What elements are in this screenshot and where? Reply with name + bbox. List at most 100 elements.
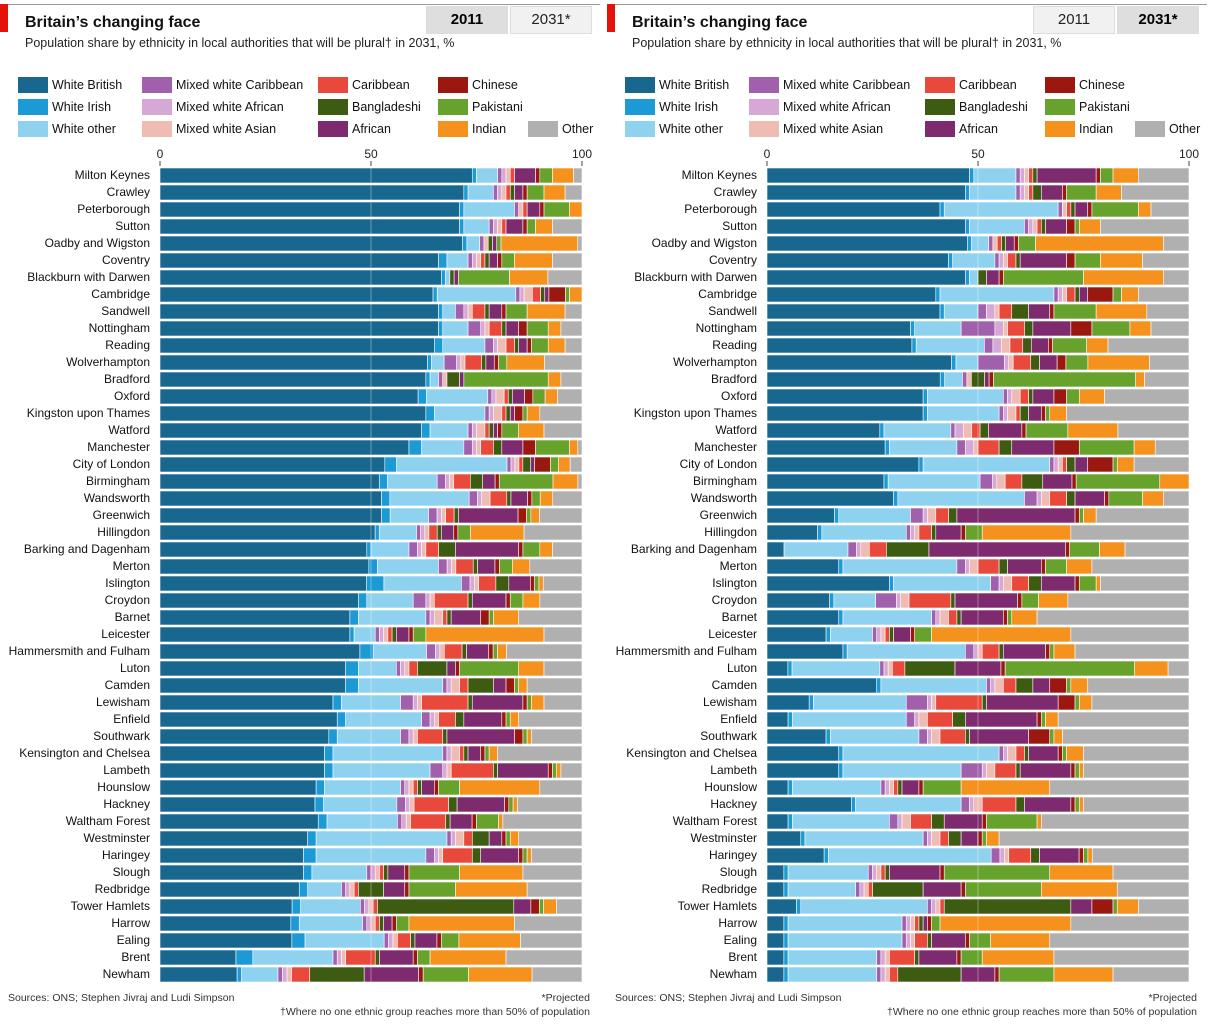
bar-segment-mwc — [442, 745, 448, 762]
bar-segment-mwas — [405, 813, 411, 830]
bar-segment-afr — [514, 184, 524, 201]
category-label: Haringey — [709, 848, 757, 862]
bar-segment-wo — [445, 269, 451, 286]
tab-2031[interactable]: 2031* — [510, 6, 592, 34]
bar-segment-chi — [404, 881, 410, 898]
bar-segment-wo — [389, 507, 429, 524]
bar-segment-ind — [500, 235, 579, 252]
bar-segment-pak — [1078, 507, 1084, 524]
bar-segment-pak — [526, 694, 532, 711]
bar-segment-ind — [1066, 558, 1093, 575]
bar-segment-car — [463, 830, 473, 847]
bar-segment-mwc — [438, 371, 444, 388]
bar-segment-mwaf — [1028, 218, 1034, 235]
bar-segment-ban — [1040, 218, 1046, 235]
bar-segment-mwaf — [914, 711, 920, 728]
bar-segment-wi — [969, 167, 975, 184]
bar-segment-mwaf — [488, 405, 494, 422]
bar-segment-car — [981, 643, 1000, 660]
bar-segment-ind — [1129, 320, 1152, 337]
bar-segment-afr — [514, 167, 536, 184]
legend-swatch-pak — [1045, 99, 1075, 115]
bar-segment-afr — [456, 796, 505, 813]
bar-segment-mwaf — [446, 677, 452, 694]
bar-segment-mwaf — [880, 966, 886, 983]
bar-segment-oth — [526, 881, 583, 898]
bar-segment-ban — [1028, 575, 1042, 592]
bar-segment-mwaf — [471, 252, 477, 269]
bar-segment-car — [442, 847, 473, 864]
bar-segment-ind — [1078, 388, 1105, 405]
bar-segment-wo — [828, 847, 992, 864]
bar-segment-wb — [159, 354, 428, 371]
bar-segment-wo — [792, 711, 907, 728]
bar-segment-ban — [904, 660, 956, 677]
bar-segment-wi — [307, 830, 317, 847]
bar-segment-afr — [1040, 575, 1076, 592]
bar-segment-mwc — [1003, 388, 1008, 405]
bar-segment-ban — [461, 643, 467, 660]
bar-segment-ind — [1138, 201, 1152, 218]
bar-segment-wo — [315, 830, 448, 847]
bar-segment-ind — [1053, 966, 1114, 983]
bar-segment-wo — [915, 337, 985, 354]
bar-segment-mwaf — [856, 541, 862, 558]
bar-segment-mwaf — [471, 439, 477, 456]
bar-segment-mwas — [439, 643, 445, 660]
bar-segment-ban — [981, 694, 987, 711]
bar-segment-car — [442, 609, 448, 626]
bar-segment-car — [981, 796, 1017, 813]
bar-segment-chi — [1070, 320, 1093, 337]
panel-2011: Britain’s changing face Population share… — [0, 0, 600, 1027]
bar-segment-afr — [383, 915, 393, 932]
bar-segment-chi — [505, 677, 515, 694]
bar-segment-ind — [1095, 184, 1122, 201]
bar-segment-mwc — [277, 966, 283, 983]
tab-2031[interactable]: 2031* — [1117, 6, 1199, 34]
bar-segment-oth — [543, 660, 583, 677]
bar-segment-wb — [766, 337, 913, 354]
bar-segment-car — [505, 337, 515, 354]
tab-2011[interactable]: 2011 — [426, 6, 508, 34]
bar-segment-afr — [893, 626, 911, 643]
bar-segment-chi — [998, 269, 1004, 286]
bar-segment-chi — [539, 201, 545, 218]
bar-segment-chi — [501, 711, 507, 728]
bar-segment-pak — [526, 320, 549, 337]
bar-segment-chi — [504, 796, 510, 813]
bar-segment-mwc — [493, 184, 498, 201]
bar-segment-mwas — [969, 558, 979, 575]
bar-segment-wb — [766, 303, 941, 320]
bar-segment-mwc — [988, 235, 994, 252]
bar-segment-wb — [159, 966, 238, 983]
bar-segment-car — [1007, 252, 1017, 269]
bar-segment-afr — [501, 439, 524, 456]
bar-segment-mwas — [286, 966, 292, 983]
legend-label-ban: Bangladeshi — [352, 100, 421, 114]
bar-segment-car — [1062, 456, 1067, 473]
bar-segment-afr — [1007, 558, 1042, 575]
bar-segment-chi — [1087, 456, 1114, 473]
bar-segment-car — [397, 932, 411, 949]
bar-segment-ban — [507, 388, 513, 405]
bar-segment-mwaf — [519, 286, 525, 303]
bar-segment-wb — [159, 575, 367, 592]
bar-segment-wb — [766, 184, 966, 201]
bar-segment-pak — [986, 813, 1038, 830]
bar-segment-afr — [493, 677, 507, 694]
tab-2011[interactable]: 2011 — [1033, 6, 1115, 34]
bar-segment-pak — [531, 490, 541, 507]
bar-segment-car — [480, 252, 486, 269]
bar-segment-mwc — [962, 371, 968, 388]
bar-segment-mwc — [960, 762, 983, 779]
bar-segment-car — [1004, 473, 1023, 490]
bar-segment-mwc — [1015, 184, 1021, 201]
bar-segment-ind — [509, 830, 520, 847]
bar-segment-mwaf — [282, 966, 288, 983]
category-label: Cambridge — [91, 287, 150, 301]
bar-segment-ind — [1095, 303, 1148, 320]
bar-segment-oth — [1149, 354, 1190, 371]
bar-segment-wo — [783, 541, 849, 558]
bar-segment-ban — [449, 269, 455, 286]
bar-segment-pak — [1062, 745, 1067, 762]
